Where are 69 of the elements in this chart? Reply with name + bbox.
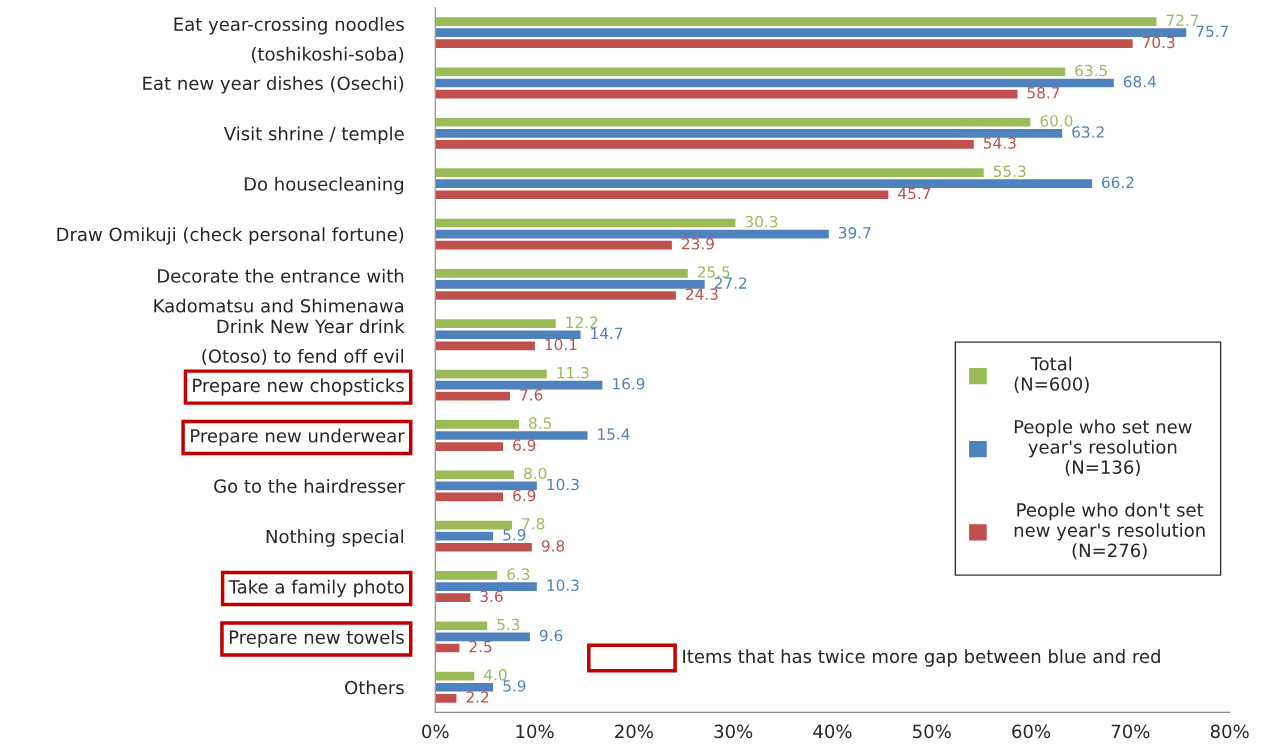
y-tick-label: Draw Omikuji (check personal fortune) <box>57 227 404 245</box>
data-label: 8.5 <box>529 417 551 429</box>
x-tick-label: 10% <box>516 724 554 739</box>
y-tick-label: Decorate the entrance with Kadomatsu and Shimenawa <box>154 268 404 313</box>
data-label: 10.3 <box>547 478 579 491</box>
data-label: 5.3 <box>497 618 520 631</box>
data-label: 2.5 <box>469 640 492 653</box>
y-tick-label: Eat new year dishes (Osechi) <box>143 76 404 94</box>
y-tick-label: Prepare new underwear <box>191 428 405 447</box>
data-label: 14.7 <box>591 327 623 339</box>
data-label: 70.3 <box>1142 36 1175 49</box>
data-label: 12.2 <box>566 316 598 328</box>
data-label: 10.1 <box>545 338 577 351</box>
y-tick-label: Go to the hairdresser <box>214 478 405 493</box>
data-label: 55.3 <box>993 165 1026 178</box>
data-label: 16.9 <box>613 378 645 390</box>
text: Total (N=600) <box>1014 356 1089 393</box>
data-label: 25.5 <box>697 266 730 278</box>
data-label: 7.8 <box>522 517 545 530</box>
y-tick-label: Drink New Year drink (Otoso) to fend off evil <box>202 319 405 366</box>
data-label: 6.3 <box>507 568 530 580</box>
data-label: 39.7 <box>838 226 871 239</box>
x-tick-label: 30% <box>714 724 753 739</box>
y-tick-label: Do housecleaning <box>244 176 404 195</box>
data-label: 63.5 <box>1075 64 1107 77</box>
data-label: 60.0 <box>1040 115 1073 127</box>
legend-label: People who set new year's resolution (N=136) <box>1014 419 1192 477</box>
data-label: 72.7 <box>1166 14 1199 26</box>
data-label: 9.8 <box>541 540 565 552</box>
y-tick-label: Visit shrine / temple <box>223 126 404 144</box>
data-label: 10.3 <box>547 579 579 591</box>
data-label: 63.2 <box>1072 126 1104 138</box>
x-tick-label: 50% <box>913 724 951 739</box>
data-label: 6.9 <box>513 489 536 502</box>
y-tick-label: Nothing special <box>266 529 404 547</box>
annotation: Items that has twice more gap between blue and red <box>683 649 1160 667</box>
data-label: 7.6 <box>520 389 543 401</box>
data-label: 24.3 <box>686 288 718 300</box>
legend-label: People who don't set new year's resolution (N=276) <box>1014 502 1205 560</box>
data-label: 2.2 <box>466 691 489 703</box>
y-tick-label: Prepare new towels <box>229 630 404 648</box>
data-label: 27.2 <box>714 277 747 289</box>
data-label: 8.0 <box>524 467 547 480</box>
data-label: 3.6 <box>480 590 503 603</box>
data-label: 45.7 <box>898 187 931 200</box>
y-tick-label: Eat year-crossing noodles (toshikoshi-soba) <box>174 17 404 63</box>
data-label: 30.3 <box>745 215 778 228</box>
x-tick-label: 80% <box>1210 724 1249 739</box>
data-label: 15.4 <box>598 428 630 440</box>
data-label: 11.3 <box>557 366 589 379</box>
data-label: 58.7 <box>1027 86 1060 99</box>
x-tick-label: 20% <box>615 724 653 739</box>
data-label: 6.9 <box>513 439 536 451</box>
y-tick-label: Others <box>345 680 404 695</box>
x-tick-label: 60% <box>1012 724 1051 739</box>
data-label: 68.4 <box>1123 75 1156 88</box>
data-label: 5.9 <box>503 680 526 692</box>
x-tick-label: 70% <box>1111 724 1150 739</box>
y-tick-label: Prepare new chopsticks <box>193 378 404 396</box>
data-label: 4.0 <box>484 669 507 681</box>
x-tick-label: 0% <box>422 724 449 739</box>
data-label: 23.9 <box>682 238 714 250</box>
data-label: 5.9 <box>503 529 526 541</box>
data-label: 54.3 <box>983 137 1016 149</box>
data-label: 9.6 <box>539 629 563 642</box>
data-label: 66.2 <box>1102 176 1134 189</box>
y-tick-label: Take a family photo <box>228 579 404 598</box>
x-tick-label: 40% <box>813 724 852 739</box>
data-label: 75.7 <box>1196 25 1229 38</box>
